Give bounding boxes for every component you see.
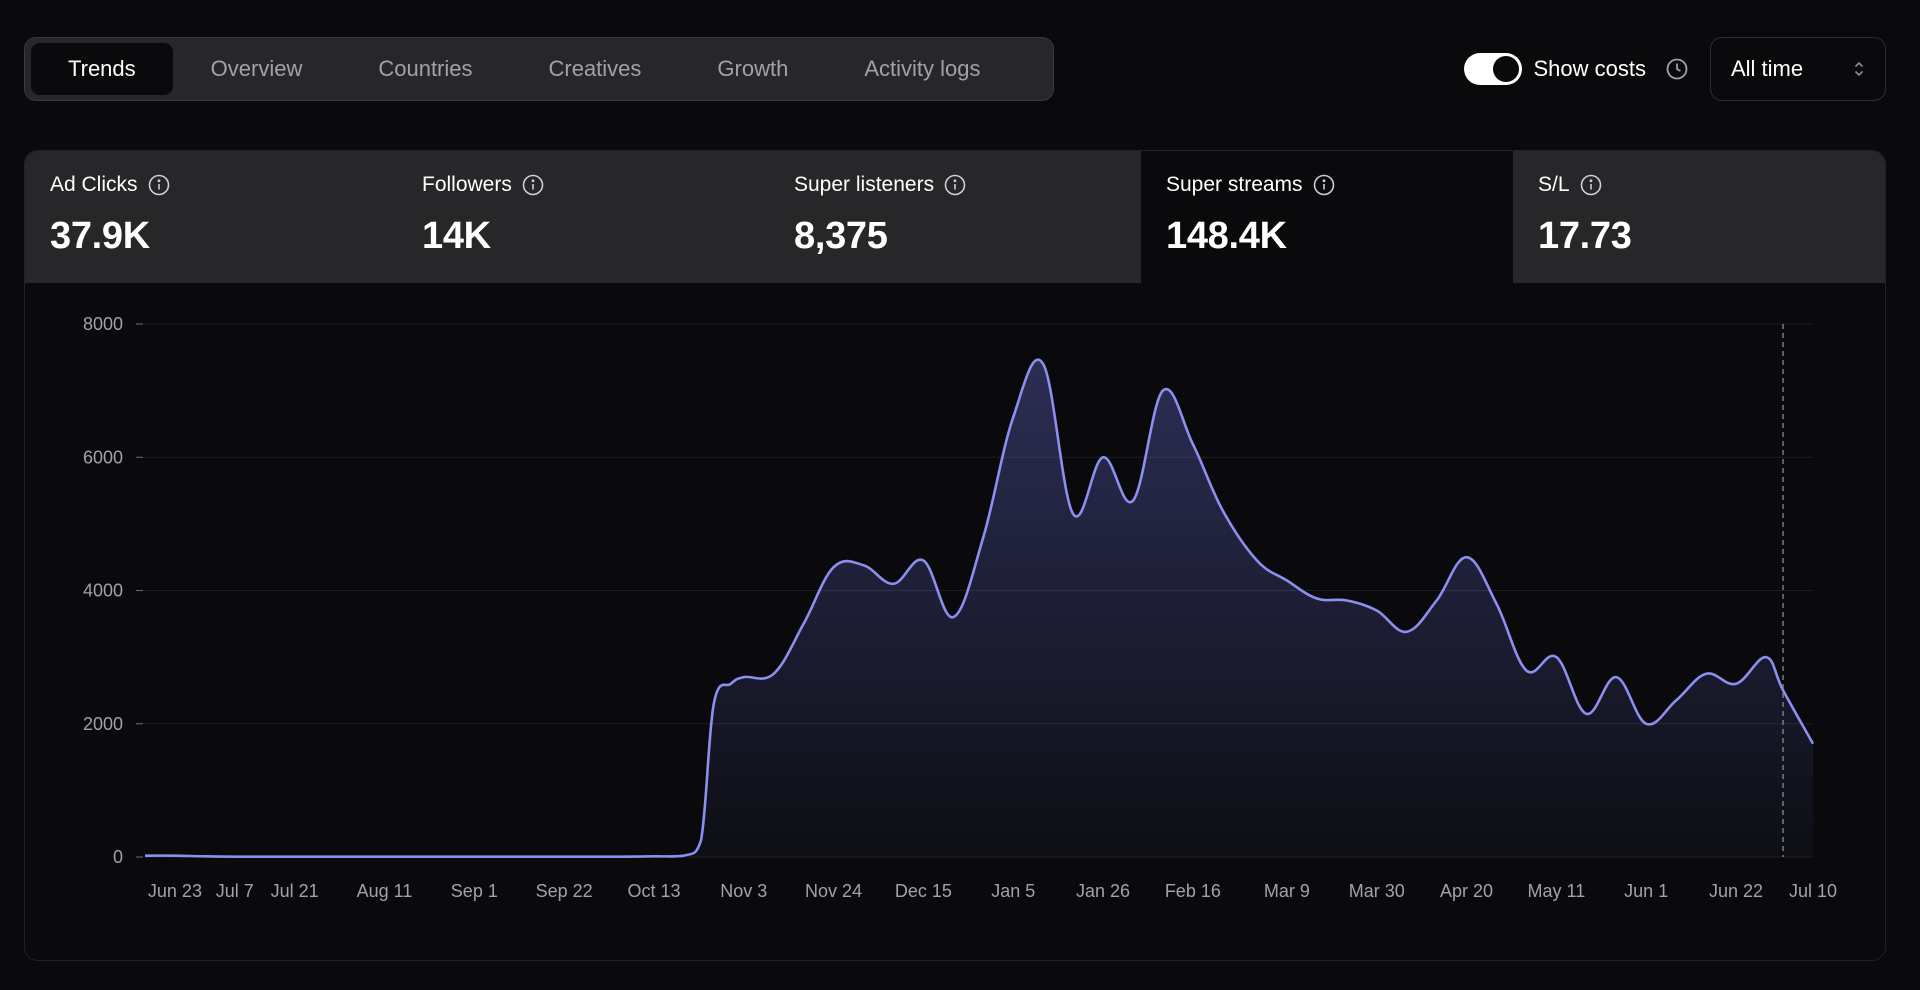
x-tick-label: Sep 22 [536, 881, 593, 901]
toggle-knob [1492, 56, 1519, 82]
x-tick-label: Jul 21 [271, 881, 319, 901]
metric-label: Super listeners [794, 173, 935, 196]
tab-countries[interactable]: Countries [378, 56, 473, 81]
info-icon[interactable] [148, 174, 170, 196]
y-tick-label: 0 [113, 847, 123, 867]
tab-trends[interactable]: Trends [31, 43, 173, 95]
time-range-value: All time [1731, 56, 1804, 81]
x-tick-label: Jan 5 [991, 881, 1035, 901]
chevron-up-down-icon [1853, 60, 1865, 78]
metric-label: Super streams [1166, 173, 1303, 196]
trends-panel: Ad Clicks 37.9K Followers 14K Super list… [24, 150, 1886, 961]
x-tick-label: Jun 22 [1709, 881, 1763, 901]
x-tick-label: Nov 3 [720, 881, 767, 901]
series-area [145, 359, 1813, 857]
x-tick-label: May 11 [1528, 881, 1586, 901]
time-range-select[interactable]: All time [1710, 37, 1886, 101]
metric-followers[interactable]: Followers 14K [397, 151, 769, 283]
metric-super-listeners[interactable]: Super listeners 8,375 [769, 151, 1141, 283]
x-tick-label: Mar 9 [1264, 881, 1310, 901]
info-icon[interactable] [522, 174, 544, 196]
tab-bar: Trends Overview Countries Creatives Grow… [24, 37, 1054, 101]
info-icon[interactable] [1580, 174, 1602, 196]
metric-label: Ad Clicks [50, 173, 138, 196]
trend-chart: 0 2000 4000 6000 8000 Jun 23 Jul 7 Jul 21 Aug 11… [25, 283, 1885, 960]
metric-label: S/L [1538, 173, 1570, 196]
metric-super-streams[interactable]: Super streams 148.4K [1141, 151, 1513, 283]
clock-icon[interactable] [1664, 56, 1690, 82]
metric-value: 148.4K [1166, 215, 1287, 257]
metric-value: 8,375 [794, 215, 888, 257]
x-tick-label: Feb 16 [1165, 881, 1221, 901]
metric-label: Followers [422, 173, 512, 196]
info-icon[interactable] [944, 174, 966, 196]
metric-s-l[interactable]: S/L 17.73 [1513, 151, 1885, 283]
header-controls: Show costs All time [1463, 37, 1886, 101]
metric-value: 37.9K [50, 215, 150, 257]
trend-chart-svg: 0 2000 4000 6000 8000 Jun 23 Jul 7 Jul 21 Aug 11… [83, 314, 1837, 901]
y-tick-label: 2000 [83, 714, 123, 734]
x-tick-label: Nov 24 [805, 881, 862, 901]
tab-growth[interactable]: Growth [717, 56, 789, 81]
metric-value: 17.73 [1538, 215, 1632, 257]
tab-activity-logs[interactable]: Activity logs [864, 56, 981, 81]
info-icon[interactable] [1313, 174, 1335, 196]
x-tick-label: Sep 1 [451, 881, 498, 901]
tab-creatives[interactable]: Creatives [548, 56, 642, 81]
tab-overview[interactable]: Overview [210, 56, 303, 81]
show-costs-toggle[interactable] [1463, 53, 1522, 85]
x-tick-label: Oct 13 [627, 881, 680, 901]
top-bar: Trends Overview Countries Creatives Grow… [24, 37, 1886, 101]
series-line [144, 358, 1815, 859]
x-tick-label: Jan 26 [1076, 881, 1130, 901]
metric-value: 14K [422, 215, 491, 257]
show-costs-label: Show costs [1533, 56, 1647, 81]
y-tick-label: 4000 [83, 581, 123, 601]
x-tick-label: Aug 11 [357, 881, 413, 901]
x-tick-label: Mar 30 [1349, 881, 1405, 901]
x-tick-label: Apr 20 [1440, 881, 1493, 901]
x-tick-label: Jun 1 [1624, 881, 1668, 901]
metric-ad-clicks[interactable]: Ad Clicks 37.9K [25, 151, 397, 283]
y-tick-label: 6000 [83, 447, 123, 467]
y-tick-label: 8000 [83, 314, 123, 334]
x-tick-label: Dec 15 [895, 881, 952, 901]
x-tick-label: Jul 10 [1789, 881, 1837, 901]
x-tick-label: Jul 7 [216, 881, 254, 901]
x-tick-label: Jun 23 [148, 881, 202, 901]
metric-cards: Ad Clicks 37.9K Followers 14K Super list… [25, 151, 1885, 283]
